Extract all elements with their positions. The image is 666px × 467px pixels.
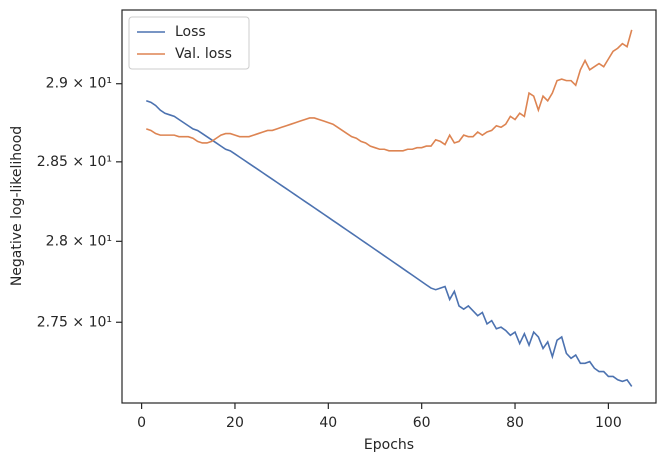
y-tick-label: 2.85 × 10¹ (37, 154, 112, 170)
x-tick-label: 40 (319, 415, 337, 431)
plot-frame (121, 9, 657, 404)
x-tick-label: 100 (595, 415, 622, 431)
legend-label: Loss (175, 24, 206, 40)
y-tick-label: 2.75 × 10¹ (37, 314, 112, 330)
x-tick-label: 60 (413, 415, 431, 431)
y-tick-label: 2.9 × 10¹ (46, 76, 112, 92)
y-tick-label: 2.8 × 10¹ (46, 233, 112, 249)
series-line (146, 29, 633, 152)
x-axis-label: Epochs (364, 437, 414, 453)
x-tick-label: 80 (506, 415, 524, 431)
x-tick-label: 20 (226, 415, 244, 431)
legend-label: Val. loss (175, 46, 232, 62)
legend-box (128, 16, 250, 70)
x-tick-label: 0 (137, 415, 146, 431)
series-line (146, 100, 633, 387)
y-axis-label: Negative log-likelihood (9, 126, 25, 286)
